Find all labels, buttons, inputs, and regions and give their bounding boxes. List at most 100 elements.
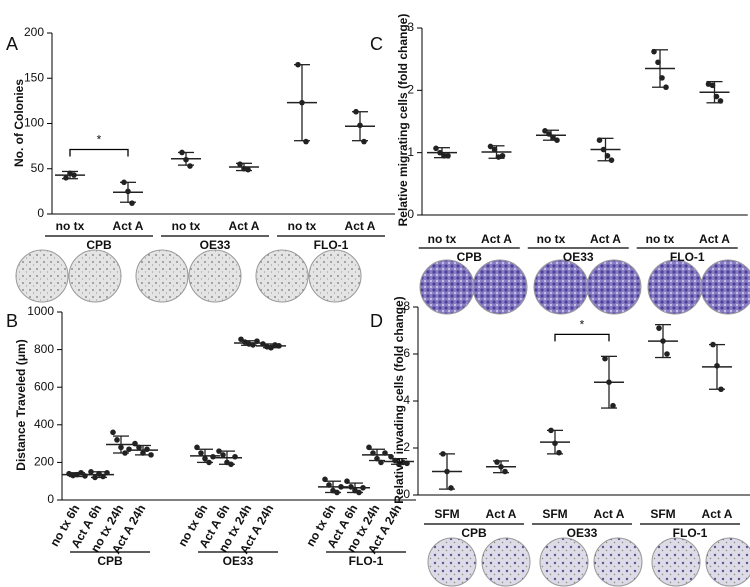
well-image	[533, 259, 589, 315]
error-bar	[547, 429, 563, 455]
group-label: OE33	[563, 250, 594, 264]
significance-bracket	[69, 148, 129, 157]
data-point	[499, 152, 506, 159]
y-tick-label: 4	[403, 393, 410, 407]
error-bar	[197, 448, 213, 464]
group-label: FLO-1	[673, 526, 708, 540]
data-point	[210, 453, 216, 460]
error-bar	[219, 450, 235, 465]
well-image	[651, 537, 701, 587]
y-tick-label: 1000	[27, 304, 54, 318]
group-label: FLO-1	[314, 238, 349, 252]
well-image	[700, 259, 750, 315]
x-tick-label: no tx	[646, 232, 675, 246]
data-point	[63, 175, 69, 181]
y-tick-label: 400	[34, 417, 54, 431]
data-point	[361, 138, 367, 145]
x-tick-label: no tx	[56, 219, 85, 233]
y-tick-label: 2	[407, 83, 414, 97]
data-point	[656, 325, 662, 331]
data-point	[114, 437, 120, 443]
group-label: CPB	[461, 526, 487, 540]
panel-label: B	[6, 311, 18, 331]
x-tick-label: SFM	[542, 507, 567, 521]
y-axis-title: No. of Colonies	[12, 79, 26, 167]
x-tick-label: SFM	[434, 507, 459, 521]
y-axis-title: Relative migrating cells (fold change)	[396, 14, 410, 227]
well-image	[68, 249, 122, 303]
group-label: CPB	[86, 238, 112, 252]
error-bar	[493, 460, 509, 474]
well-image	[188, 249, 242, 303]
y-axis-title: Distance Traveled (μm)	[14, 339, 28, 470]
data-point	[144, 446, 150, 453]
y-tick-label: 200	[24, 25, 44, 39]
significance-mark: *	[580, 318, 585, 332]
data-point	[602, 355, 608, 362]
y-tick-label: 100	[24, 116, 44, 130]
error-bar	[655, 323, 671, 359]
x-tick-label: Act A	[345, 219, 376, 233]
x-tick-label: no tx	[288, 219, 317, 233]
y-tick-label: 0	[47, 492, 54, 506]
error-bar	[439, 453, 455, 490]
y-tick-label: 0	[37, 206, 44, 220]
y-tick-label: 0	[407, 207, 414, 221]
error-bar	[391, 457, 407, 465]
well-image	[647, 259, 703, 315]
x-tick-label: Act A	[229, 219, 260, 233]
error-bar	[434, 147, 450, 159]
x-tick-label: no tx	[537, 232, 566, 246]
error-bar	[135, 444, 151, 456]
error-bar	[178, 151, 194, 166]
well-image	[593, 537, 643, 587]
error-bar	[62, 170, 78, 180]
well-image	[481, 537, 531, 587]
group-label: OE33	[567, 526, 598, 540]
y-tick-label: 1	[407, 145, 414, 159]
error-bar	[352, 111, 368, 142]
significance-bracket	[554, 333, 610, 342]
y-tick-label: 8	[403, 299, 410, 313]
panel-label: C	[370, 34, 383, 54]
group-label: CPB	[97, 554, 123, 568]
x-tick-label: Act A	[699, 232, 730, 246]
well-image	[472, 259, 528, 315]
error-bar	[347, 482, 363, 494]
error-bar	[113, 435, 129, 454]
well-image	[255, 249, 309, 303]
y-tick-label: 200	[34, 455, 54, 469]
error-bar	[236, 162, 252, 172]
error-bar	[263, 343, 279, 349]
error-bar	[706, 80, 723, 104]
data-point	[187, 163, 193, 169]
data-point	[129, 200, 135, 206]
y-tick-label: 600	[34, 379, 54, 393]
group-label: FLO-1	[349, 554, 384, 568]
y-tick-label: 150	[24, 70, 44, 84]
x-tick-label: Act A	[590, 232, 621, 246]
well-image	[539, 537, 589, 587]
well-image	[308, 249, 362, 303]
data-point	[610, 402, 616, 409]
data-point	[198, 450, 204, 456]
well-image	[705, 537, 750, 587]
x-tick-label: Act A	[702, 507, 733, 521]
x-tick-label: Act A	[486, 507, 517, 521]
y-tick-label: 0	[403, 487, 410, 501]
well-image	[427, 537, 477, 587]
data-point	[502, 468, 508, 475]
y-tick-label: 3	[407, 20, 414, 34]
x-tick-label: Act A	[481, 232, 512, 246]
group-label: OE33	[200, 238, 231, 252]
error-bar	[601, 355, 617, 409]
x-tick-label: Act A	[594, 507, 625, 521]
data-point	[303, 138, 309, 145]
data-point	[556, 449, 562, 456]
x-tick-label: Act A	[113, 219, 144, 233]
error-bar	[294, 64, 310, 142]
data-point	[494, 459, 500, 465]
error-bar	[709, 343, 725, 390]
group-label: FLO-1	[670, 250, 705, 264]
well-image	[15, 249, 69, 303]
